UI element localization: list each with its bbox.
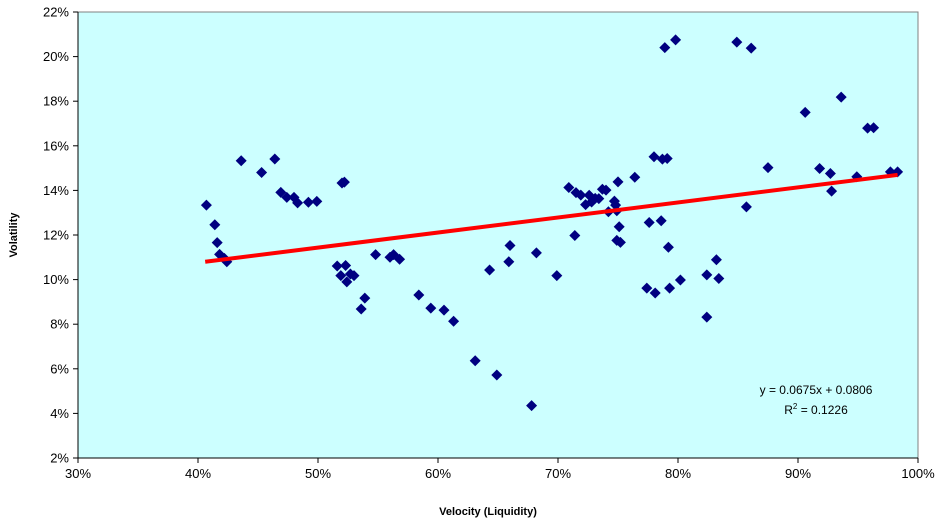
data-point <box>731 36 743 48</box>
x-tick-label: 100% <box>901 466 935 481</box>
data-point <box>359 292 371 304</box>
data-point <box>661 153 673 165</box>
data-point <box>355 303 367 315</box>
data-point <box>484 264 496 276</box>
data-point <box>710 254 722 266</box>
data-point <box>448 315 460 327</box>
data-point <box>670 34 682 46</box>
data-point <box>664 282 676 294</box>
r-squared-superscript: 2 <box>793 402 798 411</box>
data-point <box>649 287 661 299</box>
y-axis-title: Volatility <box>8 212 20 258</box>
data-point <box>551 270 563 282</box>
data-point <box>659 42 671 54</box>
y-tick-label: 6% <box>50 361 69 376</box>
data-point <box>868 122 880 134</box>
data-point <box>701 269 713 281</box>
x-tick-label: 70% <box>545 466 571 481</box>
data-point <box>504 239 516 251</box>
x-axis-title: Velocity (Liquidity) <box>439 506 537 518</box>
data-point <box>269 153 281 165</box>
data-point <box>563 182 575 194</box>
data-point <box>641 282 653 294</box>
data-point <box>648 151 660 163</box>
r-squared-label: R2 = 0.1226 <box>784 402 848 417</box>
data-point <box>826 185 838 197</box>
data-point <box>674 274 686 286</box>
x-tick-label: 60% <box>425 466 451 481</box>
data-point <box>425 302 437 314</box>
data-point <box>281 191 293 203</box>
data-point <box>211 237 223 249</box>
data-point <box>600 184 612 196</box>
data-point <box>348 270 360 282</box>
data-point <box>824 167 836 179</box>
data-point <box>629 171 641 183</box>
trendline-equation: y = 0.0675x + 0.0806 <box>760 383 873 397</box>
data-point <box>662 241 674 253</box>
y-tick-label: 20% <box>43 49 69 64</box>
r-squared-prefix: R <box>784 403 793 417</box>
data-point <box>235 155 247 167</box>
data-point <box>862 122 874 134</box>
data-point <box>469 355 481 367</box>
x-tick-label: 80% <box>665 466 691 481</box>
x-tick-label: 50% <box>305 466 331 481</box>
data-point <box>526 400 538 412</box>
data-point <box>491 369 503 381</box>
plot-area <box>77 11 919 459</box>
data-point <box>338 176 350 188</box>
data-point <box>762 162 774 174</box>
r-squared-value: = 0.1226 <box>797 403 848 417</box>
x-tick-label: 90% <box>785 466 811 481</box>
data-point <box>331 260 343 272</box>
data-point <box>799 106 811 118</box>
data-point <box>740 201 752 213</box>
data-point <box>655 215 667 227</box>
data-point <box>311 195 323 207</box>
data-point <box>292 197 304 209</box>
data-point <box>612 176 624 188</box>
data-point <box>814 163 826 175</box>
x-tick-label: 30% <box>65 466 91 481</box>
data-point <box>503 256 515 268</box>
y-tick-label: 4% <box>50 406 69 421</box>
y-axis: 2% 4% 6% 8% 10% 12% 14% 16% 18% 20% 22% <box>43 5 79 466</box>
data-point <box>745 42 757 54</box>
data-point <box>256 167 268 179</box>
data-point <box>302 196 314 208</box>
data-point <box>613 221 625 233</box>
data-point <box>209 219 221 231</box>
data-point <box>713 272 725 284</box>
y-tick-label: 18% <box>43 94 69 109</box>
data-point <box>200 199 212 211</box>
x-axis: 30% 40% 50% 60% 70% 80% 90% 100% <box>65 457 935 481</box>
y-tick-label: 16% <box>43 138 69 153</box>
data-point <box>341 276 353 288</box>
data-point <box>413 289 425 301</box>
y-tick-label: 14% <box>43 183 69 198</box>
x-tick-label: 40% <box>185 466 211 481</box>
data-point <box>569 229 581 241</box>
y-tick-label: 8% <box>50 317 69 332</box>
data-point <box>575 189 587 201</box>
y-tick-label: 12% <box>43 228 69 243</box>
data-point <box>701 311 713 323</box>
y-tick-label: 22% <box>43 5 69 20</box>
data-point <box>340 260 352 272</box>
y-tick-label: 2% <box>50 451 69 466</box>
data-point <box>370 249 382 261</box>
data-point <box>335 270 347 282</box>
data-point <box>530 247 542 259</box>
data-point <box>835 91 847 103</box>
data-point <box>614 236 626 248</box>
y-tick-label: 10% <box>43 272 69 287</box>
data-point <box>394 253 406 265</box>
data-point <box>643 217 655 229</box>
data-point <box>438 304 450 316</box>
trendline <box>204 172 898 264</box>
data-point <box>593 193 605 205</box>
data-points <box>200 34 904 412</box>
